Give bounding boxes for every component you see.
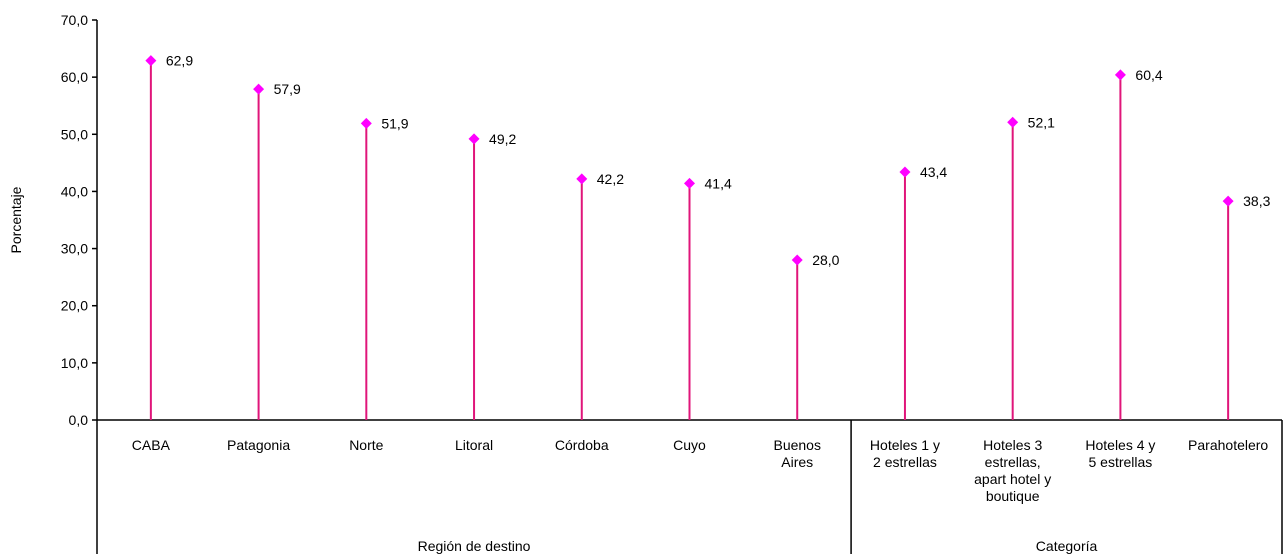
lollipop-marker: [576, 173, 588, 185]
y-axis-title: Porcentaje: [8, 186, 24, 253]
y-tick-label: 60,0: [61, 69, 88, 85]
y-axis: 0,0 10,0 20,0 30,0 40,0 50,0 60,0 70,0: [61, 12, 98, 428]
data-label: 42,2: [597, 171, 624, 187]
lollipop-marker: [253, 83, 265, 95]
group-label: Categoría: [1036, 538, 1098, 554]
y-axis-title-text: Porcentaje: [8, 186, 24, 253]
lollipop-marker: [684, 177, 695, 189]
y-tick-label: 30,0: [61, 241, 88, 257]
x-tick-label: CABA: [132, 437, 171, 453]
data-label: 52,1: [1028, 114, 1055, 130]
lollipop-marker: [1114, 69, 1126, 81]
data-label: 43,4: [920, 164, 947, 180]
x-tick-label: Hoteles 3 estrellas, apart hotel y boutique: [974, 437, 1051, 504]
y-tick-label: 10,0: [61, 355, 88, 371]
lollipop-marker: [360, 117, 372, 129]
x-tick-label: Buenos Aires: [773, 437, 820, 470]
data-label: 41,4: [705, 175, 732, 191]
lollipop-marker: [899, 166, 911, 178]
x-tick-label: Parahotelero: [1188, 437, 1268, 453]
data-label: 57,9: [274, 81, 301, 97]
lollipop-marker: [791, 254, 803, 266]
data-label: 28,0: [812, 252, 839, 268]
data-label: 51,9: [381, 115, 408, 131]
markers: [145, 55, 1234, 266]
y-tick-label: 40,0: [61, 183, 88, 199]
y-tick-label: 70,0: [61, 12, 88, 28]
data-label: 49,2: [489, 131, 516, 147]
lollipop-marker: [1007, 116, 1019, 128]
data-label: 60,4: [1135, 67, 1162, 83]
group-labels: Región de destino Categoría: [418, 538, 1098, 554]
lollipop-marker: [1222, 195, 1234, 207]
data-label: 62,9: [166, 53, 193, 69]
category-labels: CABA Patagonia Norte Litoral Córdoba Cuyo Buen…: [132, 437, 1269, 504]
y-tick-label: 20,0: [61, 298, 88, 314]
group-label: Región de destino: [418, 538, 531, 554]
x-tick-label: Córdoba: [555, 437, 609, 453]
x-tick-label: Litoral: [455, 437, 493, 453]
x-tick-label: Cuyo: [673, 437, 706, 453]
value-labels: 62,9 57,9 51,9 49,2 42,2 41,4 28,0 43,4 52,1 60,4…: [166, 53, 1271, 268]
x-tick-label: Norte: [349, 437, 383, 453]
y-tick-label: 50,0: [61, 126, 88, 142]
data-label: 38,3: [1243, 193, 1270, 209]
stems: [149, 60, 1230, 420]
lollipop-marker: [468, 133, 480, 145]
y-tick-label: 0,0: [69, 412, 89, 428]
lollipop-marker: [145, 55, 157, 67]
x-tick-label: Patagonia: [227, 437, 290, 453]
